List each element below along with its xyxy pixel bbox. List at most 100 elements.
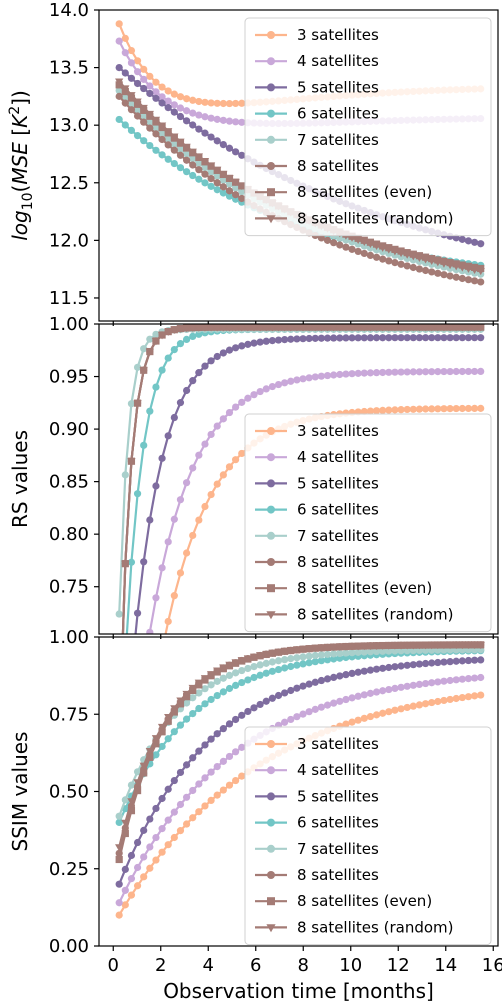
legend-label: 3 satellites (297, 26, 379, 44)
data-point (262, 697, 270, 705)
data-point (385, 334, 393, 342)
data-point (385, 708, 393, 716)
data-point (305, 659, 313, 667)
data-point (403, 661, 411, 669)
data-point (182, 699, 191, 707)
data-point (440, 405, 448, 413)
data-point (213, 730, 221, 738)
data-point (182, 715, 191, 723)
y-tick-label: 13.0 (49, 115, 89, 136)
data-point (207, 768, 215, 776)
data-point (116, 793, 123, 800)
data-point (200, 157, 210, 166)
data-point (219, 183, 227, 191)
data-point (195, 159, 203, 167)
data-point (281, 689, 289, 697)
data-point (428, 334, 436, 342)
data-point (470, 324, 479, 332)
data-point (415, 642, 424, 650)
data-point (317, 372, 325, 380)
data-point (213, 422, 221, 430)
data-point (207, 695, 215, 704)
data-point (122, 750, 129, 757)
data-point (476, 324, 485, 332)
data-point (127, 126, 136, 135)
data-point (452, 334, 460, 342)
data-point (140, 84, 148, 93)
data-point (403, 682, 411, 690)
data-point (151, 735, 161, 743)
data-point (133, 838, 142, 847)
data-point (433, 324, 442, 332)
data-point (415, 334, 424, 342)
data-point (336, 370, 344, 379)
data-point (213, 791, 221, 799)
data-point (207, 168, 215, 176)
data-point (360, 334, 368, 342)
legend-item: 3 satellites (255, 26, 379, 44)
legend-box (244, 726, 492, 946)
data-point (127, 891, 136, 899)
data-point (274, 648, 283, 657)
data-point (213, 186, 221, 194)
data-point (238, 772, 246, 780)
data-point (133, 882, 142, 890)
data-point (121, 560, 130, 568)
data-point (219, 141, 227, 149)
data-point (140, 669, 147, 676)
data-point (280, 324, 289, 332)
legend-item: 7 satellites (255, 840, 379, 858)
legend: 3 satellites 4 satellites 5 satellites 6 sa… (244, 413, 492, 633)
data-point (219, 170, 228, 179)
data-point (151, 338, 161, 346)
data-point (158, 129, 166, 137)
data-point (200, 324, 210, 332)
data-point (219, 349, 227, 357)
data-point (341, 643, 351, 651)
data-point (139, 762, 148, 770)
data-point (317, 676, 325, 685)
data-point (140, 345, 148, 353)
data-point (287, 655, 295, 663)
legend-label: 3 satellites (297, 735, 379, 753)
data-point (176, 164, 185, 172)
data-point (146, 335, 154, 343)
data-point (403, 647, 411, 655)
data-point (256, 700, 264, 709)
data-point (232, 669, 240, 677)
data-point (152, 78, 160, 86)
data-point (434, 334, 442, 342)
data-point (366, 251, 375, 259)
data-point (458, 324, 467, 332)
data-point (133, 786, 142, 795)
data-point (415, 324, 424, 332)
data-point (182, 690, 191, 699)
data-point (201, 362, 209, 370)
legend-item: 7 satellites (255, 131, 379, 149)
legend: 3 satellites 4 satellites 5 satellites 6 sa… (244, 17, 492, 237)
legend-item: 8 satellites (random) (255, 209, 454, 227)
data-point (409, 334, 417, 342)
data-point (434, 405, 442, 413)
y-tick-label: 0.75 (49, 704, 89, 725)
legend-marker (267, 453, 275, 462)
data-point (409, 661, 417, 669)
data-point (176, 112, 185, 121)
data-point (122, 656, 129, 663)
data-point (452, 263, 461, 271)
data-point (195, 747, 203, 755)
data-point (189, 464, 197, 472)
data-point (440, 696, 448, 705)
data-point (176, 569, 185, 577)
data-point (360, 407, 368, 416)
legend-marker (267, 844, 275, 853)
data-point (342, 649, 350, 657)
data-point (213, 667, 222, 675)
data-point (274, 665, 283, 674)
data-point (440, 367, 448, 376)
data-point (232, 715, 240, 724)
data-point (452, 273, 460, 281)
data-point (164, 354, 172, 362)
data-point (439, 642, 449, 650)
data-point (219, 116, 227, 124)
